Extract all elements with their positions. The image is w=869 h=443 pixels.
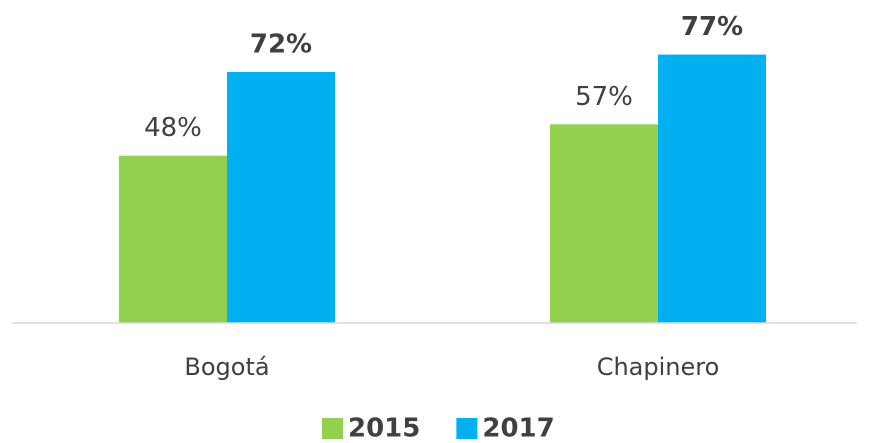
legend-label: 2017: [482, 414, 554, 443]
value-label: 72%: [250, 30, 312, 60]
value-label: 77%: [681, 12, 743, 42]
bar: [227, 72, 335, 324]
x-tick-label: Bogotá: [184, 353, 269, 381]
bar: [550, 124, 658, 323]
value-label: 48%: [144, 113, 202, 143]
legend-label: 2015: [348, 414, 420, 443]
bar: [119, 155, 227, 323]
legend-swatch: [322, 418, 343, 439]
value-label: 57%: [575, 82, 633, 112]
x-tick-label: Chapinero: [597, 353, 720, 381]
bar: [658, 54, 766, 323]
legend-swatch: [456, 418, 478, 439]
